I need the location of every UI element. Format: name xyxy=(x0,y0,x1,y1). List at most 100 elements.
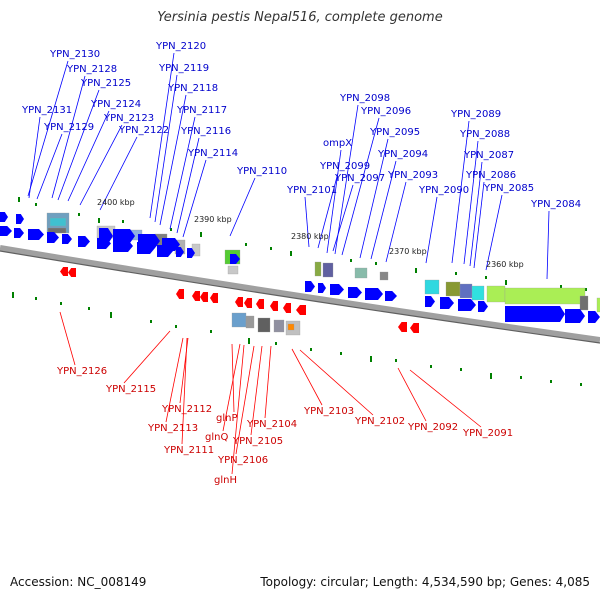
forward-gene-label: YPN_2118 xyxy=(167,83,218,94)
feature-box xyxy=(227,265,239,275)
reverse-gene-arrow xyxy=(60,267,68,276)
feature-box xyxy=(273,319,285,333)
forward-gene-arrow xyxy=(440,297,454,309)
forward-gene-label: YPN_2090 xyxy=(418,185,469,196)
forward-gene-label: YPN_2116 xyxy=(180,126,231,137)
tick-mark xyxy=(88,307,90,310)
forward-gene-arrow xyxy=(78,236,90,247)
forward-gene-label: YPN_2097 xyxy=(334,173,385,184)
tick-mark xyxy=(78,213,80,216)
tick-mark xyxy=(210,330,212,333)
reverse-gene-arrow xyxy=(68,268,76,277)
forward-gene-arrow xyxy=(99,228,113,244)
reverse-gene-label: YPN_2091 xyxy=(462,428,513,439)
feature-box xyxy=(471,285,485,301)
reverse-leader-line xyxy=(397,367,427,422)
feature-box xyxy=(322,262,334,278)
reverse-gene-arrow xyxy=(176,289,184,299)
forward-gene-label: YPN_2114 xyxy=(187,148,238,159)
tick-mark xyxy=(415,268,417,273)
forward-gene-label: YPN_2129 xyxy=(43,122,94,133)
tick-mark xyxy=(200,232,202,237)
feature-box xyxy=(424,279,440,295)
forward-gene-label: YPN_2087 xyxy=(463,150,514,161)
forward-gene-label: YPN_2131 xyxy=(21,105,72,116)
forward-gene-label: YPN_2110 xyxy=(236,166,287,177)
forward-gene-label: YPN_2123 xyxy=(103,113,154,124)
feature-box xyxy=(379,271,389,281)
reverse-gene-label: glnQ xyxy=(205,432,228,443)
forward-gene-label: YPN_2098 xyxy=(339,93,390,104)
tick-mark xyxy=(248,338,250,344)
reverse-leader-line xyxy=(59,311,76,366)
reverse-gene-arrow xyxy=(296,305,306,315)
tick-mark xyxy=(395,359,397,362)
kbp-label-2390: 2390 kbp xyxy=(194,215,232,224)
tick-mark xyxy=(98,218,100,223)
forward-leader-line xyxy=(359,138,389,259)
reverse-leader-line xyxy=(181,337,188,445)
reverse-gene-label: YPN_2092 xyxy=(407,422,458,433)
tick-mark xyxy=(122,220,124,223)
forward-gene-arrow xyxy=(28,229,44,240)
kbp-label-2380: 2380 kbp xyxy=(291,232,329,241)
reverse-gene-label: YPN_2103 xyxy=(303,406,354,417)
forward-leader-line xyxy=(317,172,339,249)
reverse-gene-label: glnP xyxy=(216,413,238,424)
kbp-label-2370: 2370 kbp xyxy=(389,247,427,256)
forward-gene-label: YPN_2099 xyxy=(319,161,370,172)
forward-leader-line xyxy=(182,159,207,238)
forward-gene-label: YPN_2124 xyxy=(90,99,141,110)
forward-leader-line xyxy=(334,104,359,255)
forward-leader-line xyxy=(485,194,503,271)
tick-mark xyxy=(520,376,522,379)
reverse-gene-label: YPN_2102 xyxy=(354,416,405,427)
tick-mark xyxy=(60,302,62,305)
forward-gene-label: YPN_2122 xyxy=(118,125,169,136)
tick-mark xyxy=(505,280,507,285)
forward-gene-arrow xyxy=(505,306,565,322)
forward-gene-arrow xyxy=(0,212,8,222)
genome-summary-text: Topology: circular; Length: 4,534,590 bp… xyxy=(260,575,590,589)
reverse-leader-line xyxy=(123,330,171,384)
reverse-gene-label: glnH xyxy=(214,475,237,486)
feature-box xyxy=(459,283,473,299)
tick-mark xyxy=(275,342,277,345)
reverse-leader-line xyxy=(264,345,272,419)
forward-leader-line xyxy=(159,94,187,226)
tick-mark xyxy=(18,197,20,202)
forward-gene-label: YPN_2089 xyxy=(450,109,501,120)
forward-leader-line xyxy=(51,75,86,199)
reverse-gene-leaders: YPN_2126 YPN_2115 YPN_2112 YPN_2113 glnP glnQ… xyxy=(56,311,513,486)
reverse-gene-label: YPN_2106 xyxy=(217,455,268,466)
forward-gene-label: YPN_2088 xyxy=(459,129,510,140)
forward-leader-line xyxy=(169,116,196,230)
forward-leader-line xyxy=(28,116,41,199)
forward-gene-label: YPN_2119 xyxy=(158,63,209,74)
forward-leader-line xyxy=(229,177,256,237)
forward-gene-label: YPN_2093 xyxy=(387,170,438,181)
tick-mark xyxy=(12,292,14,298)
forward-gene-arrow xyxy=(588,311,600,323)
forward-gene-arrow xyxy=(478,301,488,312)
reverse-gene-arrow xyxy=(410,323,419,333)
reverse-gene-arrow xyxy=(192,291,200,301)
forward-gene-label: YPN_2094 xyxy=(377,149,428,160)
tick-mark xyxy=(490,373,492,379)
forward-gene-arrow xyxy=(0,226,12,236)
forward-gene-arrow xyxy=(385,291,397,301)
reverse-gene-arrow xyxy=(210,293,218,303)
tick-mark xyxy=(270,247,272,250)
forward-gene-label: YPN_2101 xyxy=(286,185,337,196)
forward-leader-line xyxy=(451,120,470,264)
tick-mark xyxy=(245,243,247,246)
tick-mark xyxy=(460,368,462,371)
forward-gene-label: YPN_2084 xyxy=(530,199,581,210)
reverse-gene-label: YPN_2112 xyxy=(161,404,212,415)
reverse-leader-line xyxy=(291,348,323,406)
tick-mark xyxy=(110,312,112,318)
forward-gene-arrow xyxy=(565,309,585,323)
reverse-gene-label: YPN_2126 xyxy=(56,366,107,377)
forward-leader-line xyxy=(154,74,178,223)
